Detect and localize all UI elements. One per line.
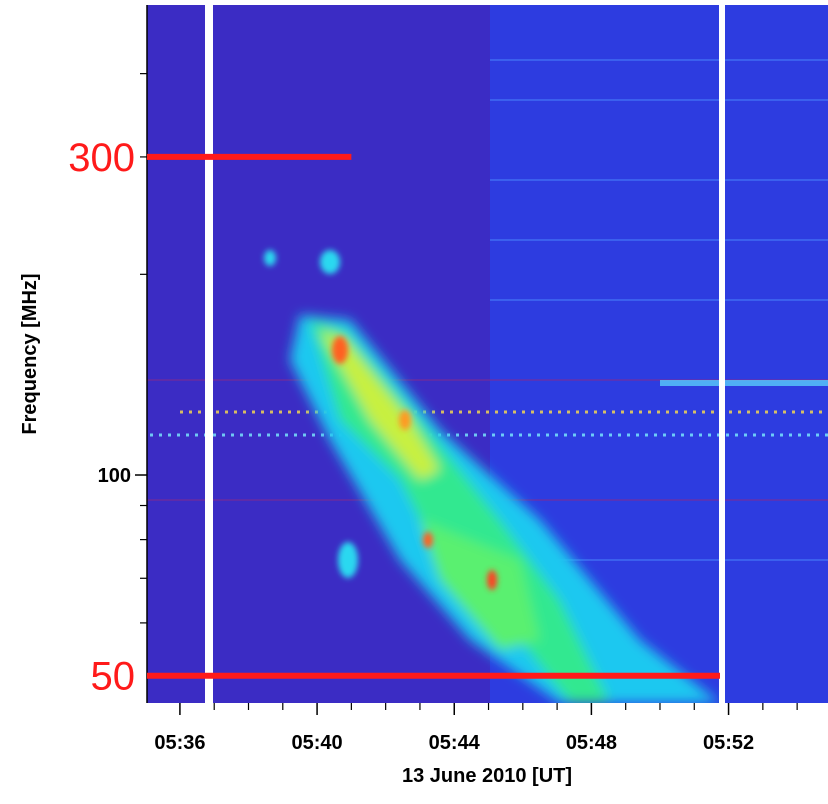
y-axis-label: Frequency [MHz] bbox=[19, 273, 41, 434]
y-tick-label: 100 bbox=[98, 465, 131, 487]
x-tick-label: 05:52 bbox=[703, 732, 754, 754]
x-tick-label: 05:36 bbox=[154, 732, 205, 754]
x-axis-label: 13 June 2010 [UT] bbox=[402, 765, 572, 787]
x-tick-label: 05:48 bbox=[566, 732, 617, 754]
x-tick-label: 05:40 bbox=[292, 732, 343, 754]
spectrogram bbox=[147, 5, 828, 703]
annotation-label: 50 bbox=[91, 655, 136, 699]
annotation-label: 300 bbox=[68, 136, 135, 180]
x-tick-label: 05:44 bbox=[429, 732, 481, 754]
